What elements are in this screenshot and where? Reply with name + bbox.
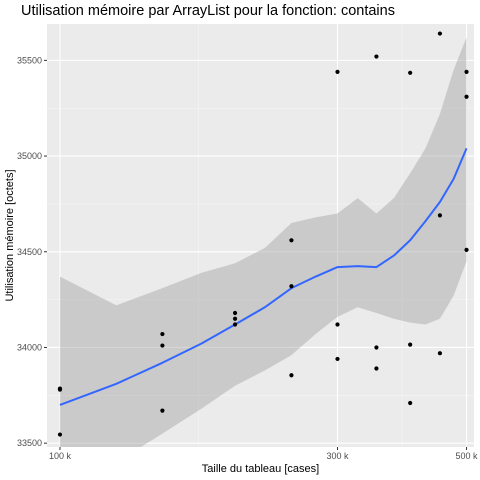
data-point bbox=[160, 331, 165, 337]
data-point bbox=[232, 310, 238, 316]
x-tick-label: 500 k bbox=[456, 451, 479, 461]
data-point bbox=[289, 373, 294, 378]
y-tick-label: 34500 bbox=[17, 247, 42, 257]
data-point bbox=[437, 31, 443, 36]
data-point bbox=[289, 238, 294, 243]
data-point bbox=[437, 351, 443, 356]
data-point bbox=[374, 366, 379, 371]
smooth-line-layer bbox=[59, 148, 468, 406]
smooth-line bbox=[59, 148, 468, 406]
data-point bbox=[408, 70, 413, 75]
y-tick-label: 35000 bbox=[17, 151, 42, 161]
data-point bbox=[57, 386, 63, 391]
data-point bbox=[232, 316, 238, 321]
data-point bbox=[335, 69, 340, 74]
data-point bbox=[374, 54, 379, 59]
data-point bbox=[57, 432, 63, 437]
x-tick-label: 300 k bbox=[326, 451, 349, 461]
minor-gridlines bbox=[47, 24, 474, 447]
plot-panel bbox=[47, 24, 474, 447]
chart-title: Utilisation mémoire par ArrayList pour l… bbox=[21, 3, 395, 19]
y-axis: 33500 34000 34500 35000 35500 bbox=[17, 55, 47, 448]
x-axis-label: Taille du tableau [cases] bbox=[202, 463, 319, 475]
data-point bbox=[374, 345, 379, 350]
data-point bbox=[160, 408, 165, 413]
data-point bbox=[437, 213, 443, 218]
data-point bbox=[408, 342, 413, 347]
data-point bbox=[464, 247, 469, 252]
y-axis-label: Utilisation mémoire [octets] bbox=[4, 169, 16, 301]
x-tick-label: 100 k bbox=[49, 451, 72, 461]
data-point bbox=[289, 284, 294, 289]
data-point bbox=[464, 69, 469, 74]
data-point bbox=[160, 343, 165, 348]
x-axis: 100 k 300 k 500 k bbox=[49, 447, 478, 461]
data-point bbox=[408, 400, 413, 406]
data-points bbox=[57, 31, 469, 437]
data-point bbox=[232, 322, 238, 327]
data-point bbox=[335, 356, 340, 362]
major-gridlines bbox=[47, 24, 474, 447]
data-point bbox=[335, 322, 340, 327]
y-tick-label: 35500 bbox=[17, 55, 42, 65]
y-tick-label: 33500 bbox=[17, 438, 42, 448]
y-tick-label: 34000 bbox=[17, 342, 42, 352]
data-point bbox=[464, 94, 469, 99]
